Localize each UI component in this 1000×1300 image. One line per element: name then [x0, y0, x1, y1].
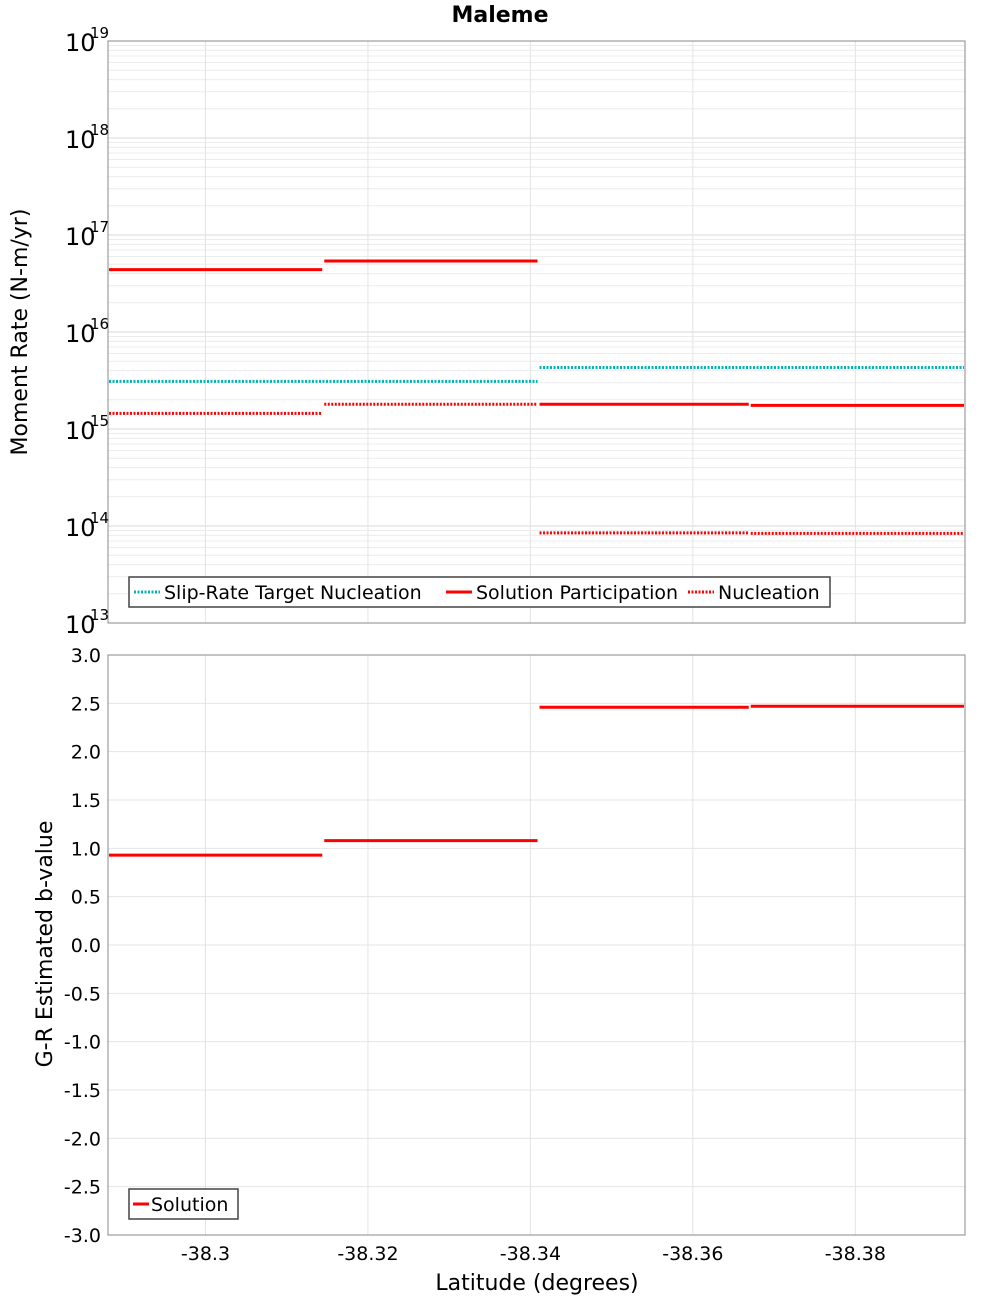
x-tick-label: -38.36	[662, 1243, 723, 1265]
y-tick-label: -1.5	[64, 1080, 101, 1102]
y-tick-label: 10	[65, 611, 96, 639]
x-tick-label: -38.3	[181, 1243, 230, 1265]
series-solution	[109, 704, 964, 857]
series-nucleation	[109, 402, 964, 535]
series-slip-rate-target-nucleation	[109, 366, 964, 383]
y-tick-label: 1.5	[71, 790, 101, 812]
b-value-panel: 3.0 2.5 2.0 1.5 1.0 0.5 0.0 -0.5 -1.0 -1.5 -2.0 -2.…	[64, 645, 966, 1265]
b-value-axis-label: G-R Estimated b-value	[33, 821, 58, 1068]
bvalue-plot-frame	[107, 654, 966, 1236]
y-tick-exponent: 13	[90, 606, 109, 624]
y-tick-label: -2.0	[64, 1128, 101, 1150]
y-tick-label: 10	[65, 417, 96, 445]
y-tick-label: 10	[65, 223, 96, 251]
y-tick-label: -3.0	[64, 1225, 101, 1247]
x-tick-label: -38.34	[500, 1243, 561, 1265]
y-tick-label: -1.0	[64, 1032, 101, 1054]
y-tick-label: -2.5	[64, 1177, 101, 1199]
y-tick-label: 3.0	[71, 645, 101, 667]
y-tick-label: 2.0	[71, 742, 101, 764]
moment-plot-frame	[107, 40, 966, 624]
legend-label: Solution Participation	[476, 582, 678, 604]
y-tick-label: 10	[65, 126, 96, 154]
y-tick-label: 10	[65, 514, 96, 542]
y-tick-exponent: 14	[90, 509, 109, 527]
y-tick-label: 10	[65, 29, 96, 57]
legend-label: Slip-Rate Target Nucleation	[164, 582, 422, 604]
y-tick-exponent: 17	[90, 218, 109, 236]
y-tick-exponent: 19	[90, 24, 109, 42]
y-tick-exponent: 18	[90, 121, 109, 139]
y-tick-exponent: 16	[90, 315, 109, 333]
chart-title: Maleme	[451, 3, 548, 28]
y-tick-label: 0.5	[71, 887, 101, 909]
y-tick-label: 2.5	[71, 693, 101, 715]
y-tick-label: 10	[65, 320, 96, 348]
bvalue-legend: Solution	[128, 1188, 239, 1220]
y-tick-label: 0.0	[71, 935, 101, 957]
legend-label: Solution	[151, 1194, 228, 1216]
y-tick-exponent: 15	[90, 412, 109, 430]
moment-legend: Slip-Rate Target Nucleation Solution Part…	[128, 576, 831, 608]
legend-label: Nucleation	[718, 582, 820, 604]
y-tick-label: -0.5	[64, 983, 101, 1005]
x-tick-label: -38.38	[825, 1243, 886, 1265]
moment-rate-axis-label: Moment Rate (N-m/yr)	[8, 209, 33, 456]
latitude-axis-label: Latitude (degrees)	[435, 1271, 638, 1296]
x-tick-label: -38.32	[337, 1243, 398, 1265]
y-tick-label: 1.0	[71, 838, 101, 860]
series-solution-participation	[109, 259, 964, 407]
